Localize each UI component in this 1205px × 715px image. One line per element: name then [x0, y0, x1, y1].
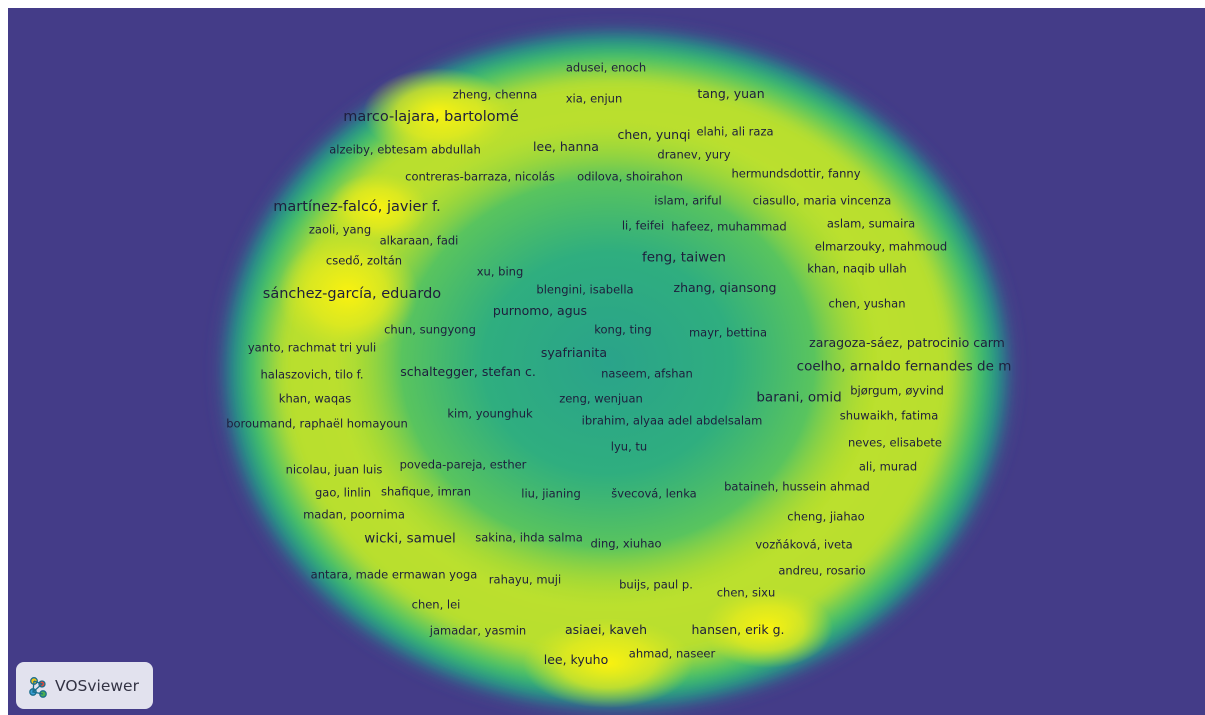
author-label[interactable]: jamadar, yasmin	[429, 623, 527, 638]
author-label[interactable]: aslam, sumaira	[826, 216, 916, 231]
author-label[interactable]: bataineh, hussein ahmad	[724, 479, 870, 494]
author-label[interactable]: rahayu, muji	[488, 572, 562, 587]
author-label[interactable]: nicolau, juan luis	[285, 462, 383, 477]
author-label[interactable]: lee, kyuho	[543, 651, 609, 667]
author-label[interactable]: alzeiby, ebtesam abdullah	[329, 142, 481, 157]
author-label[interactable]: lee, hanna	[533, 138, 599, 154]
author-label[interactable]: shuwaikh, fatima	[839, 408, 939, 423]
author-label[interactable]: coelho, arnaldo fernandes de m	[796, 358, 1012, 375]
author-label[interactable]: tang, yuan	[697, 85, 765, 101]
author-label[interactable]: gao, linlin	[314, 485, 372, 500]
author-label[interactable]: chen, lei	[411, 597, 461, 612]
author-label[interactable]: poveda-pareja, esther	[399, 457, 527, 472]
author-label[interactable]: marco-lajara, bartolomé	[343, 108, 519, 125]
author-label[interactable]: sakina, ihda salma	[475, 530, 583, 545]
author-label[interactable]: hansen, erik g.	[691, 621, 785, 637]
author-label[interactable]: vozňáková, iveta	[755, 537, 853, 552]
author-label[interactable]: yanto, rachmat tri yuli	[247, 340, 377, 355]
vosviewer-logo-icon	[29, 676, 47, 698]
author-label[interactable]: syafrianita	[540, 344, 608, 360]
author-label[interactable]: neves, elisabete	[847, 435, 943, 450]
author-label[interactable]: dranev, yury	[657, 147, 731, 162]
author-label[interactable]: schaltegger, stefan c.	[400, 363, 536, 379]
author-label[interactable]: chen, sixu	[716, 585, 776, 600]
author-label[interactable]: ding, xiuhao	[590, 536, 662, 551]
author-label[interactable]: alkaraan, fadi	[379, 233, 459, 248]
author-label[interactable]: adusei, enoch	[565, 60, 647, 75]
author-label[interactable]: zheng, chenna	[452, 87, 538, 102]
vosviewer-logo[interactable]: VOSviewer	[16, 662, 153, 709]
author-label[interactable]: elmarzouky, mahmoud	[814, 239, 948, 254]
author-label[interactable]: asiaei, kaveh	[564, 621, 648, 637]
author-label[interactable]: sánchez-garcía, eduardo	[262, 285, 442, 302]
author-label[interactable]: chen, yushan	[828, 296, 906, 311]
author-label[interactable]: islam, ariful	[654, 193, 722, 208]
author-label[interactable]: ali, murad	[858, 459, 918, 474]
author-label[interactable]: li, feifei	[621, 218, 665, 233]
author-label[interactable]: antara, made ermawan yoga	[310, 567, 478, 582]
vosviewer-logo-text: VOSviewer	[55, 676, 139, 695]
author-label[interactable]: boroumand, raphaël homayoun	[226, 416, 408, 431]
author-label[interactable]: lyu, tu	[610, 439, 648, 454]
author-label[interactable]: feng, taiwen	[642, 249, 726, 266]
author-label[interactable]: zhang, qiansong	[673, 279, 777, 295]
author-label[interactable]: wicki, samuel	[364, 530, 456, 547]
author-label[interactable]: shafique, imran	[380, 484, 472, 499]
author-label[interactable]: andreu, rosario	[778, 563, 866, 578]
author-label[interactable]: purnomo, agus	[492, 302, 588, 318]
author-label[interactable]: xu, bing	[476, 264, 524, 279]
author-label[interactable]: martínez-falcó, javier f.	[273, 198, 441, 215]
author-label[interactable]: chun, sungyong	[384, 322, 476, 337]
author-label[interactable]: madan, poornima	[303, 507, 405, 522]
author-label[interactable]: halaszovich, tilo f.	[260, 367, 364, 382]
author-label[interactable]: csedő, zoltán	[325, 253, 403, 268]
author-label[interactable]: hermundsdottir, fanny	[731, 166, 861, 181]
author-label[interactable]: buijs, paul p.	[619, 577, 693, 592]
author-label[interactable]: blengini, isabella	[536, 282, 634, 297]
author-label[interactable]: kong, ting	[594, 322, 652, 337]
author-label[interactable]: hafeez, muhammad	[671, 219, 787, 234]
author-label[interactable]: liu, jianing	[521, 486, 581, 501]
author-label[interactable]: švecová, lenka	[611, 486, 697, 501]
author-label[interactable]: khan, waqas	[278, 391, 352, 406]
author-label[interactable]: mayr, bettina	[688, 325, 768, 340]
author-label[interactable]: naseem, afshan	[601, 366, 693, 381]
author-label[interactable]: ibrahim, alyaa adel abdelsalam	[581, 413, 763, 428]
author-label[interactable]: elahi, ali raza	[696, 124, 774, 139]
author-label[interactable]: ciasullo, maria vincenza	[752, 193, 892, 208]
author-label[interactable]: zaragoza-sáez, patrocinio carm	[809, 334, 1005, 350]
author-label[interactable]: xia, enjun	[565, 91, 623, 106]
author-label[interactable]: zeng, wenjuan	[559, 391, 643, 406]
author-label[interactable]: chen, yunqi	[617, 126, 691, 142]
density-heatmap	[211, 20, 1021, 715]
author-label[interactable]: ahmad, naseer	[628, 646, 716, 661]
author-label[interactable]: contreras-barraza, nicolás	[405, 169, 555, 184]
author-label[interactable]: odilova, shoirahon	[577, 169, 683, 184]
author-label[interactable]: bjørgum, øyvind	[850, 383, 944, 398]
author-label[interactable]: cheng, jiahao	[787, 509, 865, 524]
author-label[interactable]: kim, younghuk	[447, 406, 533, 421]
author-label[interactable]: zaoli, yang	[308, 222, 372, 237]
author-label[interactable]: khan, naqib ullah	[807, 261, 907, 276]
author-label[interactable]: barani, omid	[756, 389, 842, 406]
density-map[interactable]: adusei, enoch zheng, chenna xia, enjun tang…	[8, 8, 1205, 715]
